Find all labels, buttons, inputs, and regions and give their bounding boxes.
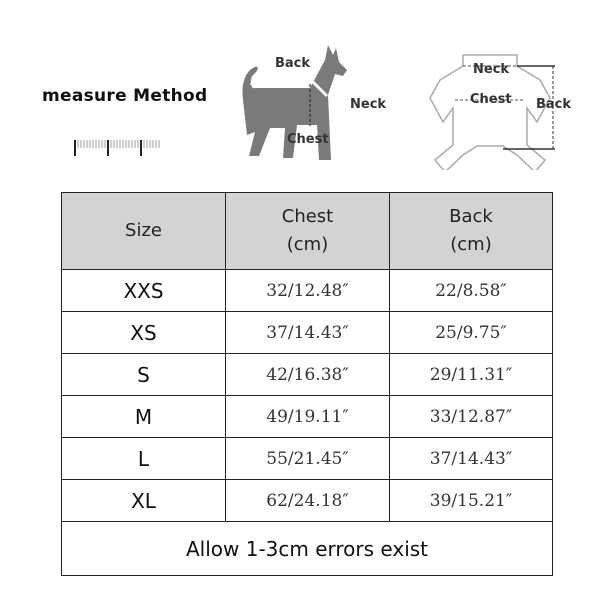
back-cell: 33/12.87″ — [389, 395, 553, 438]
dog-shirt-icon — [429, 54, 555, 170]
measure-method-title: measure Method — [42, 86, 208, 106]
table-row: XXS 32/12.48″ 22/8.58″ — [61, 269, 553, 312]
column-header-back: Back (cm) — [389, 192, 553, 270]
table-row: S 42/16.38″ 29/11.31″ — [61, 353, 553, 396]
chest-cell: 32/12.48″ — [225, 269, 390, 312]
header-unit: (cm) — [286, 234, 329, 255]
header-label: Size — [125, 220, 162, 241]
dog-back-label: Back — [275, 56, 311, 71]
chest-cell: 55/21.45″ — [225, 437, 390, 480]
table-footer-row: Allow 1-3cm errors exist — [61, 521, 553, 576]
back-cell: 22/8.58″ — [389, 269, 553, 312]
header-unit: (cm) — [450, 234, 492, 255]
table-row: L 55/21.45″ 37/14.43″ — [61, 437, 553, 480]
ruler-icon — [74, 140, 160, 156]
chest-cell: 42/16.38″ — [225, 353, 390, 396]
chest-cell: 49/19.11″ — [225, 395, 390, 438]
chest-cell: 37/14.43″ — [225, 311, 390, 354]
back-cell: 37/14.43″ — [389, 437, 553, 480]
dog-silhouette-icon — [242, 45, 347, 160]
back-cell: 39/15.21″ — [389, 479, 553, 522]
tolerance-note: Allow 1-3cm errors exist — [61, 521, 553, 576]
size-cell: S — [61, 353, 226, 396]
size-cell: XL — [61, 479, 226, 522]
table-header-row: Size Chest (cm) Back (cm) — [61, 192, 553, 270]
size-cell: XS — [61, 311, 226, 354]
header-label: Back — [449, 206, 493, 227]
shirt-back-label: Back — [536, 97, 572, 112]
dog-chest-label: Chest — [287, 132, 329, 147]
chest-cell: 62/24.18″ — [225, 479, 390, 522]
table-row: M 49/19.11″ 33/12.87″ — [61, 395, 553, 438]
back-cell: 29/11.31″ — [389, 353, 553, 396]
size-cell: M — [61, 395, 226, 438]
size-cell: L — [61, 437, 226, 480]
column-header-size: Size — [61, 192, 226, 270]
table-row: XL 62/24.18″ 39/15.21″ — [61, 479, 553, 522]
shirt-neck-label: Neck — [473, 62, 510, 77]
back-cell: 25/9.75″ — [389, 311, 553, 354]
dog-neck-label: Neck — [350, 97, 387, 112]
size-cell: XXS — [61, 269, 226, 312]
size-chart-table: Size Chest (cm) Back (cm) XXS 32/12.48″ 22/8… — [61, 192, 553, 576]
column-header-chest: Chest (cm) — [225, 192, 390, 270]
header-label: Chest — [281, 206, 334, 227]
shirt-chest-label: Chest — [470, 92, 512, 107]
table-row: XS 37/14.43″ 25/9.75″ — [61, 311, 553, 354]
